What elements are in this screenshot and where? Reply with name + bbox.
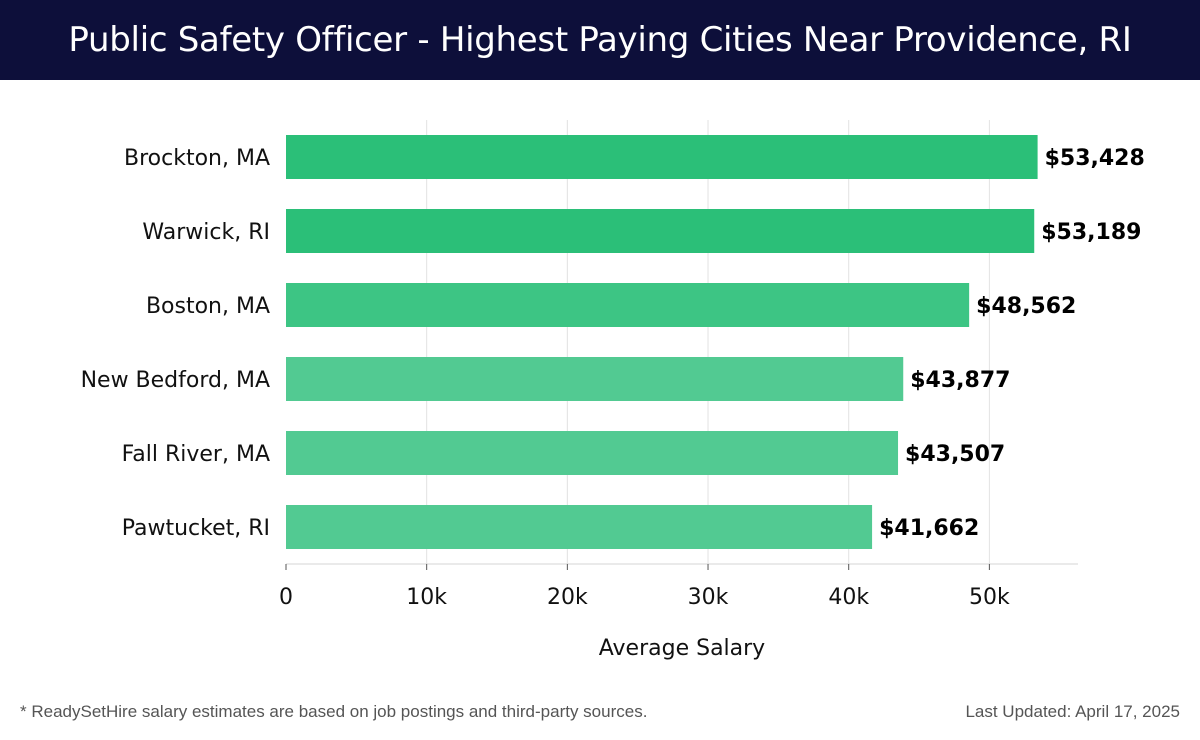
bar-chart: 0 10k 20k 30k 40k 50k Average Salary Brockton, … — [81, 120, 1145, 661]
x-tick-label: 30k — [688, 585, 729, 610]
last-updated: Last Updated: April 17, 2025 — [965, 702, 1180, 721]
footer-note: * ReadySetHire salary estimates are base… — [20, 702, 648, 721]
bar-value-label: $53,428 — [1045, 146, 1145, 171]
bar — [286, 431, 899, 475]
category-label: Warwick, RI — [142, 220, 270, 245]
bar — [286, 283, 970, 327]
x-tick-label: 10k — [406, 585, 447, 610]
bar-value-label: $53,189 — [1041, 220, 1141, 245]
bar — [286, 505, 873, 549]
bar-value-label: $41,662 — [879, 516, 979, 541]
category-label: Boston, MA — [146, 294, 270, 319]
page-title: Public Safety Officer - Highest Paying C… — [68, 20, 1132, 60]
bar — [286, 357, 904, 401]
bar-value-label: $43,507 — [905, 442, 1005, 467]
bar — [286, 135, 1038, 179]
x-tick-label: 20k — [547, 585, 588, 610]
x-tick-label: 0 — [279, 585, 293, 610]
category-label: Fall River, MA — [122, 442, 270, 467]
x-tick-label: 50k — [969, 585, 1010, 610]
category-label: Brockton, MA — [124, 146, 270, 171]
title-bar: Public Safety Officer - Highest Paying C… — [0, 0, 1200, 80]
bar-value-label: $43,877 — [910, 368, 1010, 393]
x-tick-label: 40k — [828, 585, 869, 610]
x-axis-title: Average Salary — [599, 636, 765, 661]
bar — [286, 209, 1035, 253]
category-label: Pawtucket, RI — [122, 516, 270, 541]
category-label: New Bedford, MA — [81, 368, 270, 393]
bar-value-label: $48,562 — [976, 294, 1076, 319]
